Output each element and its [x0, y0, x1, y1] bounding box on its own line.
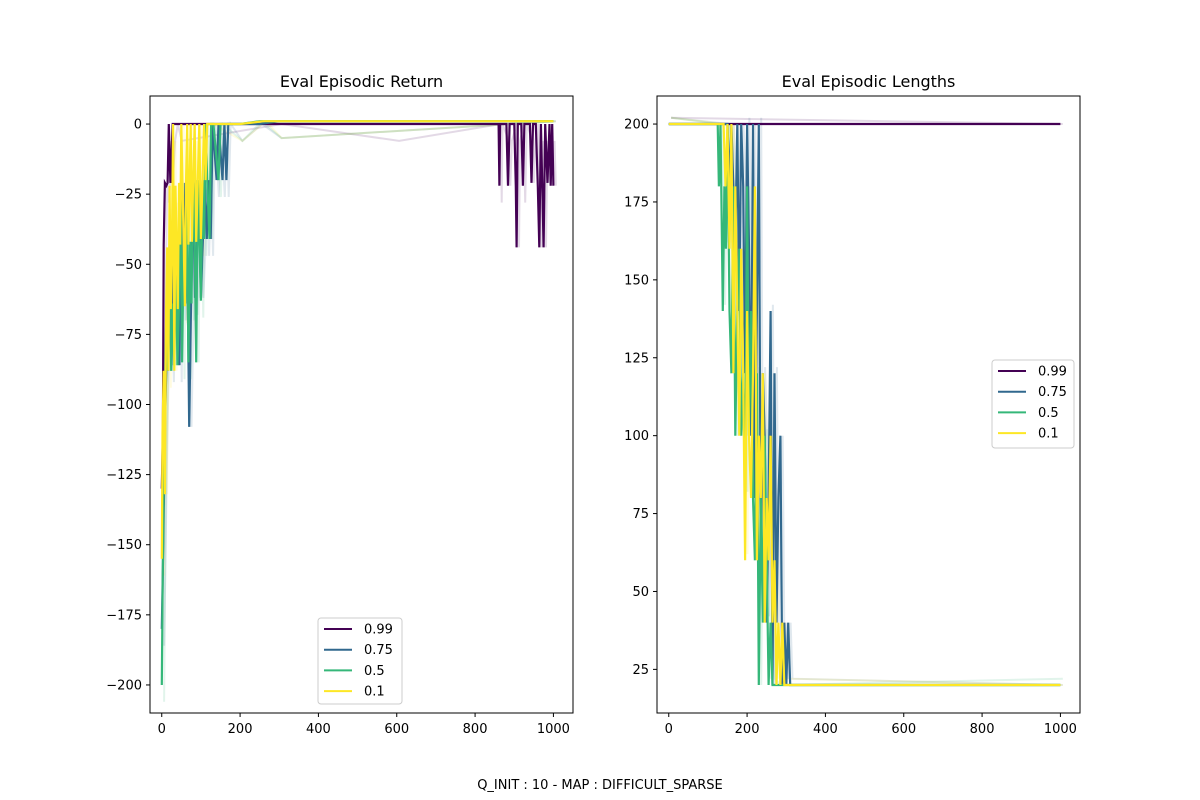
lengths-axes: 0 200 400 600 800 1000 255075100125150175200 …: [624, 72, 1081, 737]
lengths-xtick-label: 1000: [1044, 722, 1077, 737]
lengths-series-0.75-line: [668, 122, 1061, 687]
return-legend: 0.99 0.75 0.5 0.1: [317, 617, 403, 705]
return-xtick-label: 0: [158, 722, 166, 737]
lengths-xtick-label: 400: [813, 722, 838, 737]
lengths-legend-box: [991, 359, 1075, 449]
lengths-ytick-label: 75: [632, 507, 649, 522]
return-legend-box: [317, 617, 403, 705]
lengths-ytick-label: 150: [624, 273, 649, 288]
return-ytick-label: −75: [115, 328, 142, 343]
lengths-xtick-label: 600: [891, 722, 916, 737]
lengths-xtick-label: 800: [970, 722, 995, 737]
return-xtick-label: 200: [228, 722, 253, 737]
return-series-0.5-range: [163, 119, 556, 702]
return-series-0.75-range: [163, 120, 556, 646]
figure-caption: Q_INIT : 10 - MAP : DIFFICULT_SPARSE: [477, 778, 723, 793]
lengths-ytick-label: 175: [624, 195, 649, 210]
return-axes: 0 200 400 600 800 1000 0 −25 −50 −75 −100 −125 −150…: [106, 72, 574, 737]
lengths-chart-title: Eval Episodic Lengths: [782, 72, 956, 91]
return-ytick-label: 0: [134, 118, 142, 133]
return-legend-label-0.99: 0.99: [364, 623, 393, 638]
return-series-0.99-range: [163, 122, 557, 506]
return-xtick-label: 1000: [537, 722, 570, 737]
return-series-0.1-range: [163, 119, 556, 576]
return-ytick-label: −100: [106, 398, 142, 413]
lengths-legend-label-0.5: 0.5: [1038, 406, 1059, 421]
lengths-ytick-label: 50: [632, 585, 649, 600]
return-xtick-label: 600: [384, 722, 409, 737]
return-ytick-label: −150: [106, 538, 142, 553]
lengths-series-0.1-line: [668, 122, 1061, 687]
lengths-legend: 0.99 0.75 0.5 0.1: [991, 359, 1075, 449]
return-chart-title: Eval Episodic Return: [280, 72, 443, 91]
lengths-legend-label-0.75: 0.75: [1038, 385, 1067, 400]
return-legend-label-0.1: 0.1: [364, 685, 385, 700]
return-series-0.75-line: [160, 120, 554, 629]
lengths-ytick-label: 25: [632, 663, 649, 678]
return-xtick-label: 400: [306, 722, 331, 737]
lengths-legend-label-0.99: 0.99: [1038, 365, 1067, 380]
lengths-ytick-label: 200: [624, 118, 649, 133]
lengths-legend-label-0.1: 0.1: [1038, 427, 1059, 442]
return-series-0.5-line: [160, 120, 554, 686]
return-xtick-label: 800: [463, 722, 488, 737]
lengths-axes-frame: [656, 95, 1081, 714]
return-ytick-label: −50: [115, 258, 142, 273]
return-ytick-label: −200: [106, 678, 142, 693]
return-legend-label-0.75: 0.75: [364, 643, 393, 658]
lengths-ytick-label: 125: [624, 351, 649, 366]
lengths-xtick-label: 0: [665, 722, 673, 737]
return-ytick-label: −175: [106, 608, 142, 623]
return-legend-label-0.5: 0.5: [364, 664, 385, 679]
lengths-ytick-label: 100: [624, 429, 649, 444]
return-series-0.99-line: [160, 122, 555, 489]
lengths-xtick-label: 200: [735, 722, 760, 737]
return-ytick-label: −125: [106, 468, 142, 483]
return-series-0.1-line: [160, 120, 554, 559]
return-ytick-label: −25: [115, 188, 142, 203]
